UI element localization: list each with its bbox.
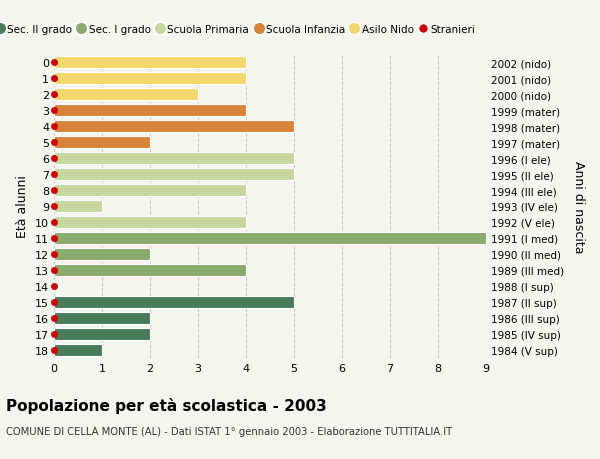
Y-axis label: Età alunni: Età alunni [16,175,29,238]
Bar [54,201,102,213]
Bar [54,328,150,340]
Bar [54,248,150,260]
Y-axis label: Anni di nascita: Anni di nascita [572,160,586,253]
Bar [54,121,294,133]
Bar [54,344,102,356]
Bar [54,57,246,69]
Bar [54,153,294,165]
Bar [54,232,486,244]
Bar [54,264,246,276]
Bar [54,89,198,101]
Bar [54,169,294,181]
Text: COMUNE DI CELLA MONTE (AL) - Dati ISTAT 1° gennaio 2003 - Elaborazione TUTTITALI: COMUNE DI CELLA MONTE (AL) - Dati ISTAT … [6,426,452,436]
Bar [54,137,150,149]
Bar [54,217,246,229]
Bar [54,185,246,196]
Bar [54,296,294,308]
Bar [54,105,246,117]
Bar [54,312,150,324]
Text: Popolazione per età scolastica - 2003: Popolazione per età scolastica - 2003 [6,397,327,413]
Legend: Sec. II grado, Sec. I grado, Scuola Primaria, Scuola Infanzia, Asilo Nido, Stran: Sec. II grado, Sec. I grado, Scuola Prim… [0,21,479,39]
Bar [54,73,246,85]
